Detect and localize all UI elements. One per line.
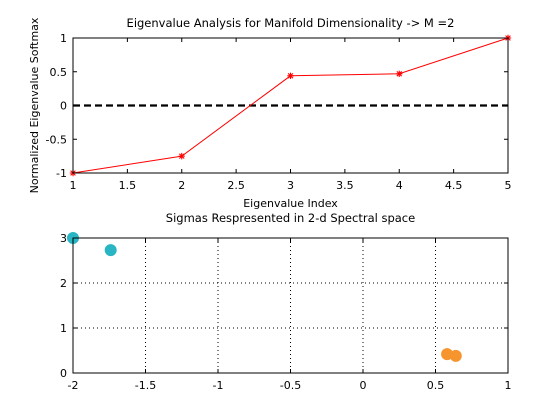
eigenvalue-plot-xlabel: Eigenvalue Index: [243, 197, 338, 210]
x-tick-label: -2: [68, 379, 79, 392]
y-tick-label: -0.5: [46, 133, 67, 146]
spectral-space-plot-ticks: -2 -1.5 -1 -0.5 0 0.5 1 0 1 2 3: [60, 232, 512, 392]
x-tick-label: 1: [505, 379, 512, 392]
x-tick-label: -1: [213, 379, 224, 392]
x-tick-label: -1.5: [135, 379, 156, 392]
data-point-2: [179, 153, 185, 159]
x-tick-label: -0.5: [280, 379, 301, 392]
eigenvalue-plot-ticks: 1 1.5 2 2.5 3 3.5 4 4.5 5 -1 -0.5 0 0.5 1: [46, 32, 512, 192]
y-tick-label: 1: [60, 322, 67, 335]
y-tick-label: 0.5: [50, 66, 68, 79]
x-tick-label: 5: [505, 179, 512, 192]
scatter-point: [450, 350, 461, 361]
x-tick-label: 2: [178, 179, 185, 192]
x-tick-label: 3: [287, 179, 294, 192]
eigenvalue-plot-series: [70, 35, 511, 176]
eigenvalue-plot: Eigenvalue Analysis for Manifold Dimensi…: [28, 16, 512, 210]
asterisk-marker: [287, 73, 293, 79]
x-tick-label: 0.5: [427, 379, 445, 392]
x-tick-label: 0: [360, 379, 367, 392]
y-tick-label: 2: [60, 277, 67, 290]
eigenvalue-plot-title: Eigenvalue Analysis for Manifold Dimensi…: [127, 16, 455, 30]
x-tick-label: 4.5: [445, 179, 463, 192]
x-tick-label: 2.5: [227, 179, 245, 192]
data-point-3: [287, 73, 293, 79]
y-tick-label: 3: [60, 232, 67, 245]
x-tick-label: 4: [396, 179, 403, 192]
spectral-space-plot-title: Sigmas Respresented in 2-d Spectral spac…: [166, 211, 415, 225]
asterisk-marker: [396, 71, 402, 77]
y-tick-label: -1: [56, 167, 67, 180]
y-tick-label: 0: [60, 100, 67, 113]
y-tick-label: 1: [60, 32, 67, 45]
x-tick-label: 3.5: [336, 179, 354, 192]
y-tick-label: 0: [60, 367, 67, 380]
spectral-space-plot: Sigmas Respresented in 2-d Spectral spac…: [60, 211, 512, 392]
x-tick-label: 1: [70, 179, 77, 192]
scatter-point: [105, 245, 116, 256]
eigenvalue-plot-ylabel: Normalized Eigenvalue Softmax: [28, 17, 41, 193]
data-point-4: [396, 71, 402, 77]
x-tick-label: 1.5: [119, 179, 137, 192]
spectral-space-plot-series: [68, 233, 462, 362]
asterisk-marker: [179, 153, 185, 159]
